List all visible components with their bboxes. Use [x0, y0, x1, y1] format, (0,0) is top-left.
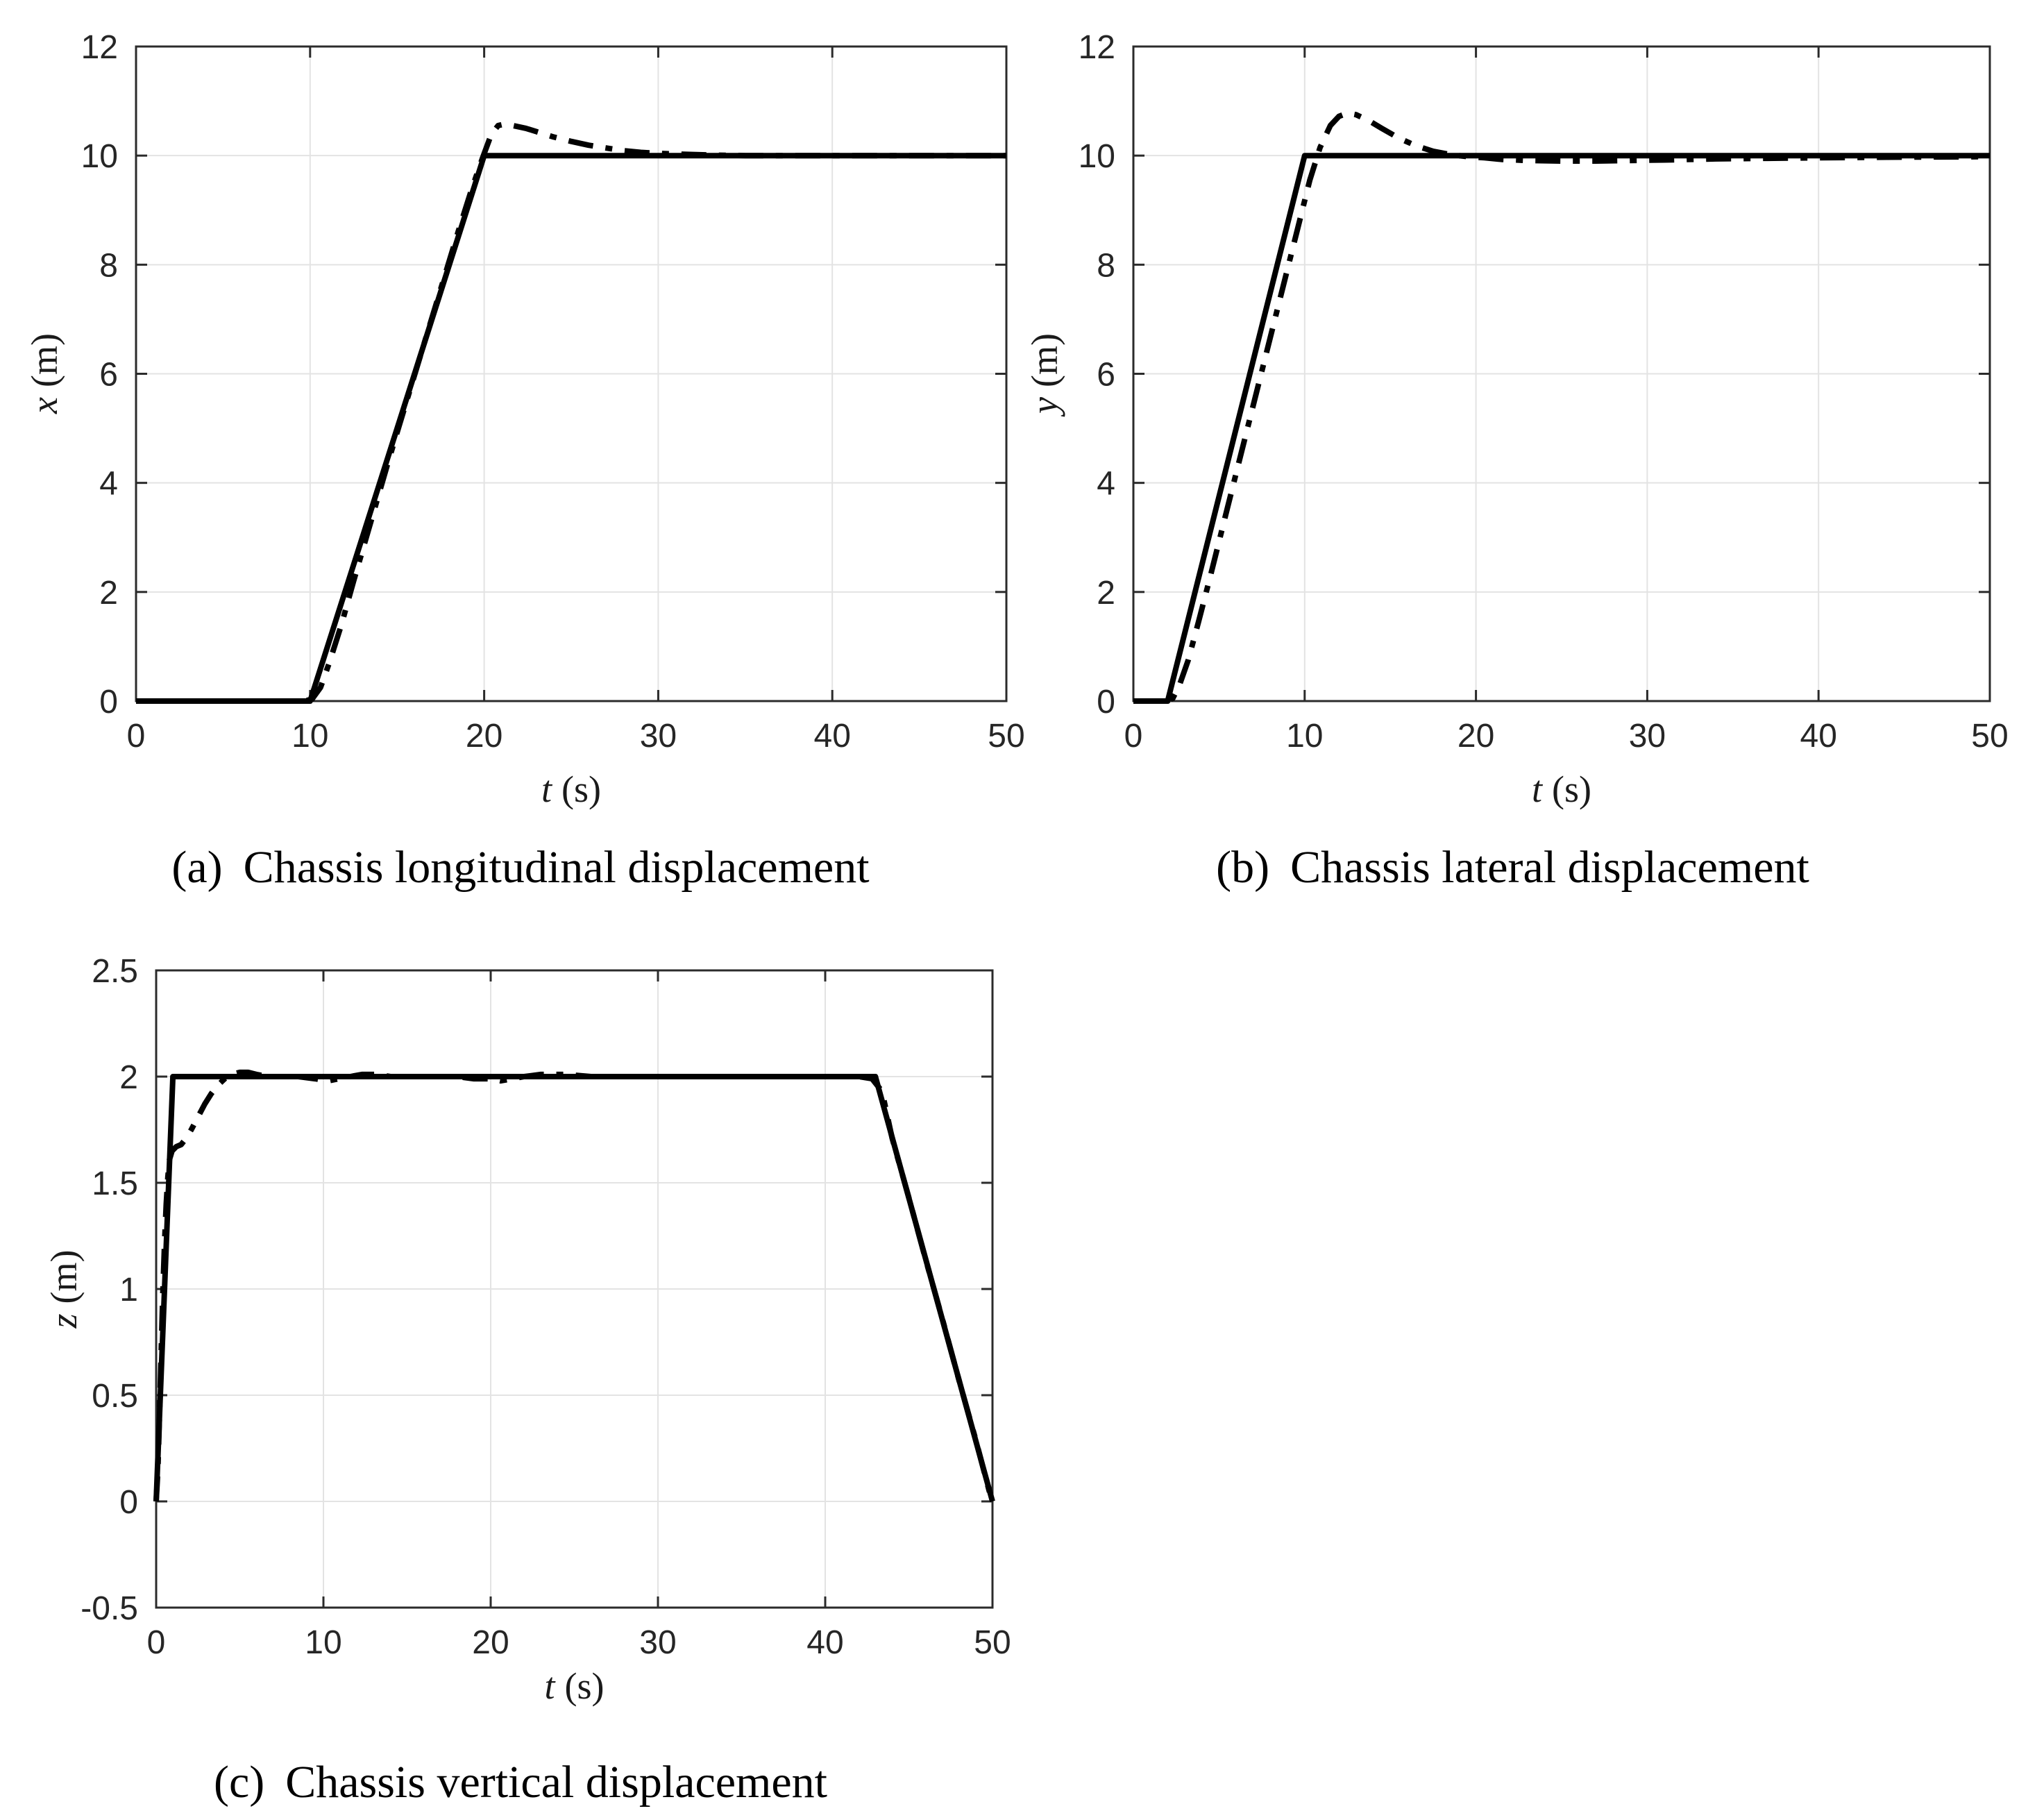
y-tick-label: 0: [99, 684, 118, 721]
ylabel-c-var: z: [43, 1313, 85, 1329]
x-tick-label: 0: [147, 1624, 166, 1661]
x-tick-label: 50: [974, 1624, 1011, 1661]
x-tick-labels: 0 10 20 30 40 50: [1124, 718, 2009, 755]
x-tick-label: 30: [640, 718, 677, 755]
y-tick-label: 2: [119, 1059, 138, 1096]
xlabel-a-unit: (s): [561, 768, 601, 810]
ylabel-c: z (m): [42, 1250, 85, 1329]
caption-b-label: (b): [1216, 842, 1270, 893]
y-tick-label: 0: [1097, 684, 1115, 721]
ylabel-a-var: x: [24, 397, 65, 414]
caption-a-title: Chassis longitudinal displacement: [243, 842, 870, 893]
y-tick-label: 10: [81, 138, 118, 175]
ylabel-b-unit: (m): [1024, 333, 1065, 387]
x-tick-label: 10: [1286, 718, 1323, 755]
x-tick-label: 50: [1971, 718, 2008, 755]
series-response: [1133, 110, 1991, 704]
series-reference: [136, 153, 1006, 704]
chart-a: 0 10 20 30 40 50 0 2 4 6 8 10 12: [81, 29, 1025, 755]
x-tick-labels: 0 10 20 30 40 50: [127, 718, 1025, 755]
x-tick-label: 50: [988, 718, 1024, 755]
x-tick-label: 0: [127, 718, 146, 755]
y-tick-label: 12: [1079, 29, 1115, 66]
y-tick-label: 4: [1097, 466, 1115, 503]
caption-c: (c) Chassis vertical displacement: [0, 1756, 1041, 1809]
ylabel-b: y (m): [1023, 333, 1066, 414]
y-tick-label: 2.5: [92, 953, 138, 990]
caption-b-title: Chassis lateral displacement: [1290, 842, 1809, 893]
y-tick-label: 4: [99, 466, 118, 503]
xlabel-c-unit: (s): [564, 1665, 605, 1707]
y-tick-label: 10: [1079, 138, 1115, 175]
caption-a-label: (a): [171, 842, 223, 893]
x-tick-label: 20: [466, 718, 502, 755]
y-tick-label: 0.5: [92, 1378, 138, 1415]
y-tick-labels: -0.5 0 0.5 1 1.5 2 2.5: [81, 953, 138, 1627]
x-tick-label: 30: [1629, 718, 1666, 755]
y-tick-label: -0.5: [81, 1590, 138, 1627]
y-tick-label: 8: [1097, 247, 1115, 284]
y-tick-label: 6: [1097, 357, 1115, 394]
x-tick-label: 20: [472, 1624, 509, 1661]
x-tick-label: 0: [1124, 718, 1143, 755]
xlabel-b: t (s): [1133, 768, 1990, 811]
y-tick-labels: 0 2 4 6 8 10 12: [81, 29, 118, 721]
x-tick-labels: 0 10 20 30 40 50: [147, 1624, 1011, 1661]
gridlines: [136, 47, 1006, 701]
y-tick-label: 2: [1097, 575, 1115, 612]
xlabel-c-var: t: [544, 1665, 555, 1707]
ylabel-a-unit: (m): [24, 333, 65, 387]
x-tick-label: 10: [305, 1624, 341, 1661]
x-tick-label: 40: [814, 718, 851, 755]
xlabel-a: t (s): [136, 768, 1006, 811]
y-tick-label: 2: [99, 575, 118, 612]
y-tick-label: 12: [81, 29, 118, 66]
y-tick-label: 1: [119, 1272, 138, 1308]
series-response: [136, 121, 1006, 704]
gridlines: [1133, 47, 1990, 701]
series-response: [153, 1069, 995, 1503]
caption-c-title: Chassis vertical displacement: [285, 1757, 828, 1808]
x-tick-label: 20: [1457, 718, 1494, 755]
xlabel-a-var: t: [541, 768, 552, 810]
ylabel-a: x (m): [23, 333, 66, 414]
x-tick-label: 40: [1800, 718, 1837, 755]
xlabel-b-unit: (s): [1552, 768, 1591, 810]
y-tick-label: 1.5: [92, 1165, 138, 1202]
caption-a: (a) Chassis longitudinal displacement: [0, 841, 1041, 894]
ylabel-c-unit: (m): [43, 1249, 85, 1304]
gridlines: [156, 970, 992, 1608]
y-tick-label: 0: [119, 1484, 138, 1521]
caption-c-label: (c): [213, 1757, 265, 1808]
x-tick-label: 10: [291, 718, 328, 755]
chart-b: 0 10 20 30 40 50 0 2 4 6 8 10 12: [1079, 29, 2009, 755]
chart-c: 0 10 20 30 40 50-0.500.511.522.5: [81, 953, 1011, 1661]
xlabel-b-var: t: [1532, 768, 1543, 810]
xlabel-c: t (s): [156, 1665, 992, 1708]
series-reference: [1133, 153, 1990, 704]
tick-marks: [1132, 45, 1991, 702]
ylabel-b-var: y: [1024, 397, 1065, 414]
x-tick-label: 30: [639, 1624, 676, 1661]
y-tick-labels: 0 2 4 6 8 10 12: [1079, 29, 1115, 721]
y-tick-label: 6: [99, 357, 118, 394]
x-tick-label: 40: [806, 1624, 843, 1661]
y-tick-label: 8: [99, 247, 118, 284]
caption-b: (b) Chassis lateral displacement: [997, 841, 2028, 894]
